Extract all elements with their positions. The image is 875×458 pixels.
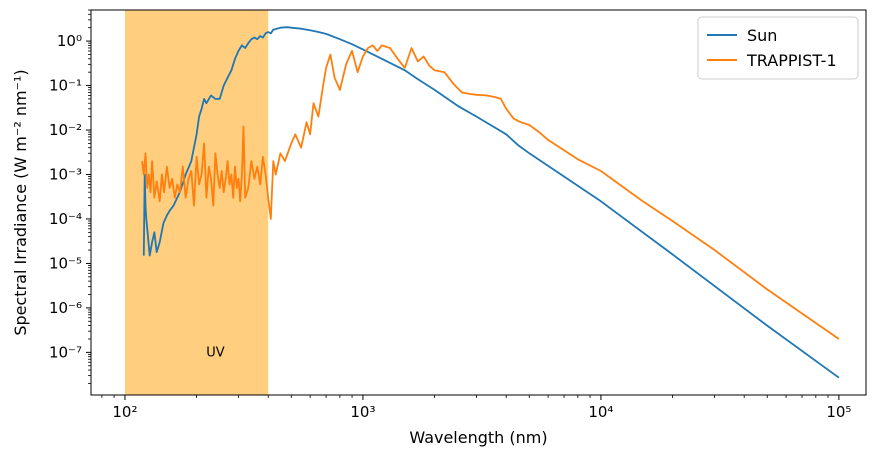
tick-layer: 10² 10³ 10⁴ 10⁵ 10⁰ 10⁻¹ 10⁻² 10⁻³ 10⁻⁴ 10⁻⁵ 10⁻⁶ 1… <box>49 9 851 421</box>
legend-label-sun: Sun <box>747 26 777 45</box>
x-axis-title: Wavelength (nm) <box>409 428 547 447</box>
x-tick-label: 10⁴ <box>588 403 613 421</box>
series-line-trappist-1 <box>141 44 840 340</box>
uv-region-layer <box>124 10 269 395</box>
y-tick-label: 10⁻¹ <box>49 77 82 95</box>
x-tick-label: 10³ <box>350 403 375 421</box>
y-tick-label: 10⁻³ <box>49 165 82 183</box>
y-axis-title: Spectral Irradiance (W m⁻² nm⁻¹) <box>11 69 30 335</box>
plot-frame <box>90 9 867 396</box>
legend-box <box>697 16 859 80</box>
uv-region-label: UV <box>206 345 225 360</box>
y-tick-label: 10⁻⁵ <box>49 254 82 272</box>
y-tick-label: 10⁰ <box>57 32 82 50</box>
y-tick-label: 10⁻² <box>49 121 82 139</box>
series-line-sun <box>142 26 840 379</box>
uv-region-shade <box>124 10 269 395</box>
y-tick-label: 10⁻⁶ <box>49 299 82 317</box>
legend-label-trappist-1: TRAPPIST-1 <box>746 51 837 70</box>
y-tick-label: 10⁻⁴ <box>49 210 82 228</box>
x-tick-label: 10⁵ <box>826 403 851 421</box>
y-tick-label: 10⁻⁷ <box>49 343 82 361</box>
series-layer <box>141 26 840 379</box>
x-tick-label: 10² <box>112 403 137 421</box>
legend: Sun TRAPPIST-1 <box>697 16 859 80</box>
